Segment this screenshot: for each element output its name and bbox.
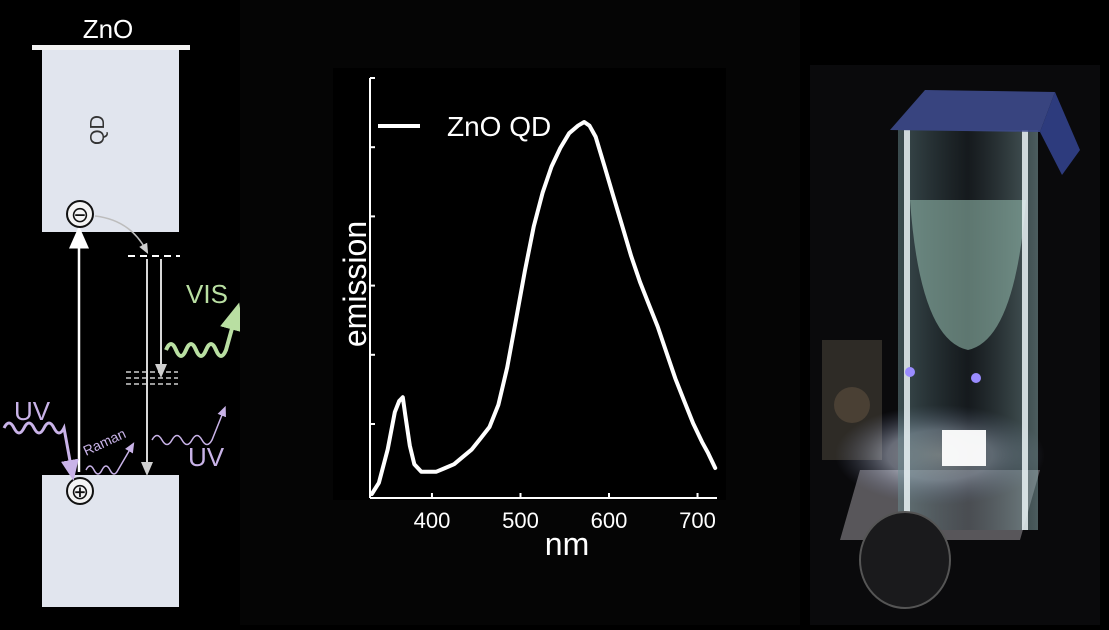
emission-chart-panel: 400 500 600 700 ZnO QD emission nm [240, 0, 800, 625]
uv-incoming-wave [2, 421, 79, 481]
valence-band [42, 475, 179, 607]
x-tick-label: 700 [679, 508, 716, 533]
x-tick-label: 600 [591, 508, 628, 533]
vis-emission-wave [164, 302, 244, 358]
cuvette-photo [800, 0, 1109, 625]
conduction-band [42, 50, 179, 232]
trap-relaxation-arrow [94, 215, 149, 254]
light-source-barrel [859, 511, 951, 609]
holder-port [834, 387, 870, 423]
y-axis-ticks [370, 77, 375, 425]
electron-symbol: ⊖ [71, 202, 89, 227]
plot-area [333, 68, 726, 500]
legend-label: ZnO QD [447, 111, 551, 142]
raman-wave [85, 442, 135, 475]
excitation-spot [942, 430, 986, 466]
x-axis-ticks: 400 500 600 700 [414, 493, 716, 533]
y-axis-label: emission [337, 221, 373, 347]
uv-outgoing-wave [151, 405, 226, 446]
qd-label: QD [87, 115, 109, 145]
cuvette-cap-side [1040, 92, 1080, 175]
series-line-zno-qd [369, 120, 718, 496]
cuvette-cap [890, 90, 1055, 132]
cuvette-photo-svg [810, 65, 1100, 625]
x-tick-label: 400 [414, 508, 451, 533]
electron-circle [66, 200, 94, 228]
diagram-title: ZnO [83, 14, 134, 44]
uv-out-label: UV [188, 442, 225, 472]
hole-symbol: ⊕ [71, 479, 89, 504]
cuvette-edge-right [1022, 130, 1028, 530]
uv-in-label: UV [14, 396, 51, 426]
cuvette-edge-left [904, 130, 910, 530]
vis-label: VIS [186, 279, 228, 309]
liquid-meniscus [910, 200, 1026, 350]
deep-trap-levels [126, 371, 178, 385]
surface-line [32, 45, 190, 50]
led-reflection-right [971, 373, 981, 383]
hole-circle [66, 477, 94, 505]
band-diagram: ZnO QD ⊖ ⊕ VIS UV [0, 0, 244, 625]
band-diagram-svg: ZnO QD ⊖ ⊕ VIS UV [2, 14, 244, 607]
emission-chart: 400 500 600 700 ZnO QD emission nm [333, 68, 726, 562]
x-tick-label: 500 [502, 508, 539, 533]
raman-label: Raman [81, 425, 129, 459]
led-reflection-left [905, 367, 915, 377]
x-axis-label: nm [545, 526, 589, 562]
